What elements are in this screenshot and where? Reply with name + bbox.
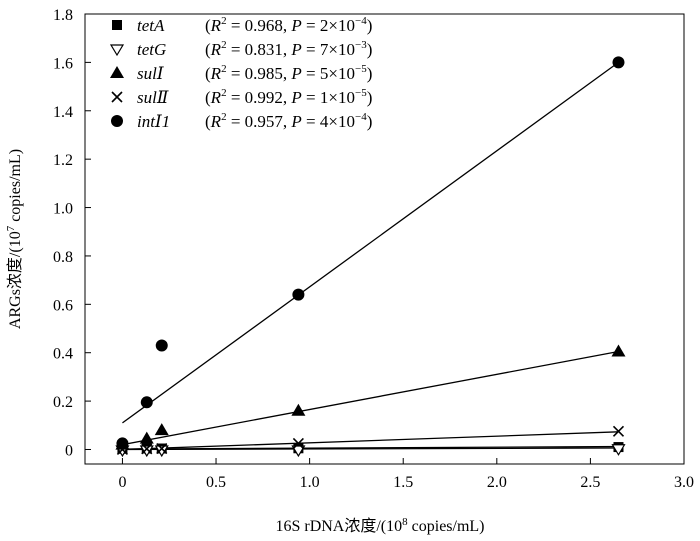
legend-name-int1: intⅠ1 (137, 112, 170, 131)
y-tick-label: 0.4 (53, 346, 73, 363)
legend-name-tetg: tetG (137, 40, 166, 59)
x-tick-label: 2.0 (487, 474, 507, 491)
legend-stats-sul: (R2 = 0.992, P = 1×10−5) (205, 87, 372, 107)
data-point-int1 (292, 288, 305, 301)
x-tick-label: 3.0 (674, 474, 694, 491)
fit-line-sul (122, 431, 619, 451)
data-markers (115, 56, 626, 458)
legend-marker-sul (110, 66, 124, 78)
data-point-sul (612, 425, 625, 437)
x-tick-label: 1.0 (300, 474, 320, 491)
y-tick-label: 0.2 (53, 394, 73, 411)
legend-name-sul: sulⅡ (137, 88, 169, 107)
data-point-sul (156, 442, 168, 455)
fit-line-int1 (122, 61, 619, 424)
y-axis-label: ARGs浓度/(107 copies/mL) (5, 149, 24, 329)
legend-marker-sul (111, 91, 123, 103)
x-tick-label: 0.5 (206, 474, 226, 491)
data-point-sul (291, 403, 306, 416)
fit-line-sul (122, 350, 619, 446)
axis-ticks: 0 0.5 1.0 1.5 2.0 2.5 3.0 0 0.2 0.4 0.6 0.8 1.0 1.2 1.… (53, 7, 694, 491)
legend-stats-sul: (R2 = 0.985, P = 5×10−5) (205, 63, 372, 83)
legend-stats-int1: (R2 = 0.957, P = 4×10−4) (205, 111, 372, 131)
legend-stats-tetg: (R2 = 0.831, P = 7×10−3) (205, 39, 372, 59)
y-tick-label: 1.0 (53, 201, 73, 218)
x-tick-label: 2.5 (580, 474, 600, 491)
fit-lines (122, 61, 619, 451)
data-point-sul (141, 443, 153, 455)
y-tick-label: 0 (65, 442, 73, 459)
y-tick-label: 0.8 (53, 249, 73, 266)
data-point-tetg (291, 445, 306, 458)
y-tick-label: 1.8 (53, 7, 73, 24)
legend-marker-teta (112, 20, 122, 30)
data-point-tetg (611, 444, 626, 456)
fit-line-tetg (122, 447, 619, 451)
legend-name-sul: sulⅠ (137, 64, 164, 83)
data-point-int1 (140, 396, 153, 409)
data-point-int1 (612, 56, 625, 69)
data-point-sul (292, 437, 304, 450)
y-tick-label: 0.6 (53, 297, 73, 314)
data-point-sul (154, 423, 169, 436)
x-axis-label: 16S rDNA浓度/(108 copies/mL) (275, 516, 484, 535)
x-tick-label: 1.5 (393, 474, 413, 491)
plot-frame (84, 13, 685, 465)
y-tick-label: 1.2 (53, 152, 73, 169)
data-point-int1 (116, 437, 129, 450)
legend-marker-tetg (109, 44, 125, 57)
y-tick-label: 1.6 (53, 55, 73, 72)
legend: tetA (R2 = 0.968, P = 2×10−4) tetG (R2 = 0.… (109, 15, 372, 131)
legend-marker-int1 (111, 115, 123, 127)
data-point-int1 (155, 339, 168, 352)
y-tick-label: 1.4 (53, 104, 73, 121)
data-point-sul (139, 431, 154, 444)
legend-name-teta: tetA (137, 16, 165, 35)
legend-stats-teta: (R2 = 0.968, P = 2×10−4) (205, 15, 372, 35)
data-point-sul (611, 344, 626, 357)
x-tick-label: 0 (118, 474, 126, 491)
